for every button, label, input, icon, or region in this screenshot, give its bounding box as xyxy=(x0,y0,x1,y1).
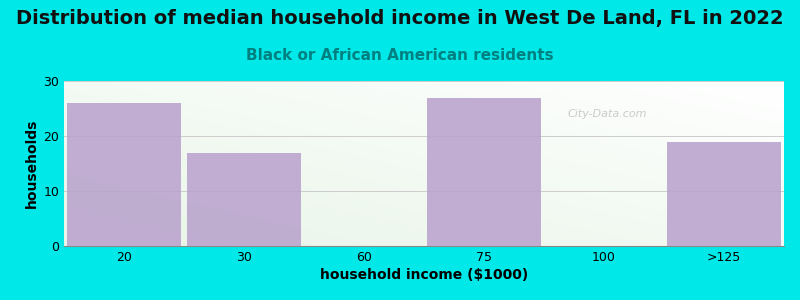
Bar xyxy=(187,152,301,246)
X-axis label: household income ($1000): household income ($1000) xyxy=(320,268,528,282)
Bar xyxy=(427,98,541,246)
Text: Distribution of median household income in West De Land, FL in 2022: Distribution of median household income … xyxy=(16,9,784,28)
Y-axis label: households: households xyxy=(25,119,39,208)
Text: City-Data.com: City-Data.com xyxy=(568,109,647,119)
Bar xyxy=(67,103,181,246)
Bar xyxy=(667,142,781,246)
Text: Black or African American residents: Black or African American residents xyxy=(246,48,554,63)
